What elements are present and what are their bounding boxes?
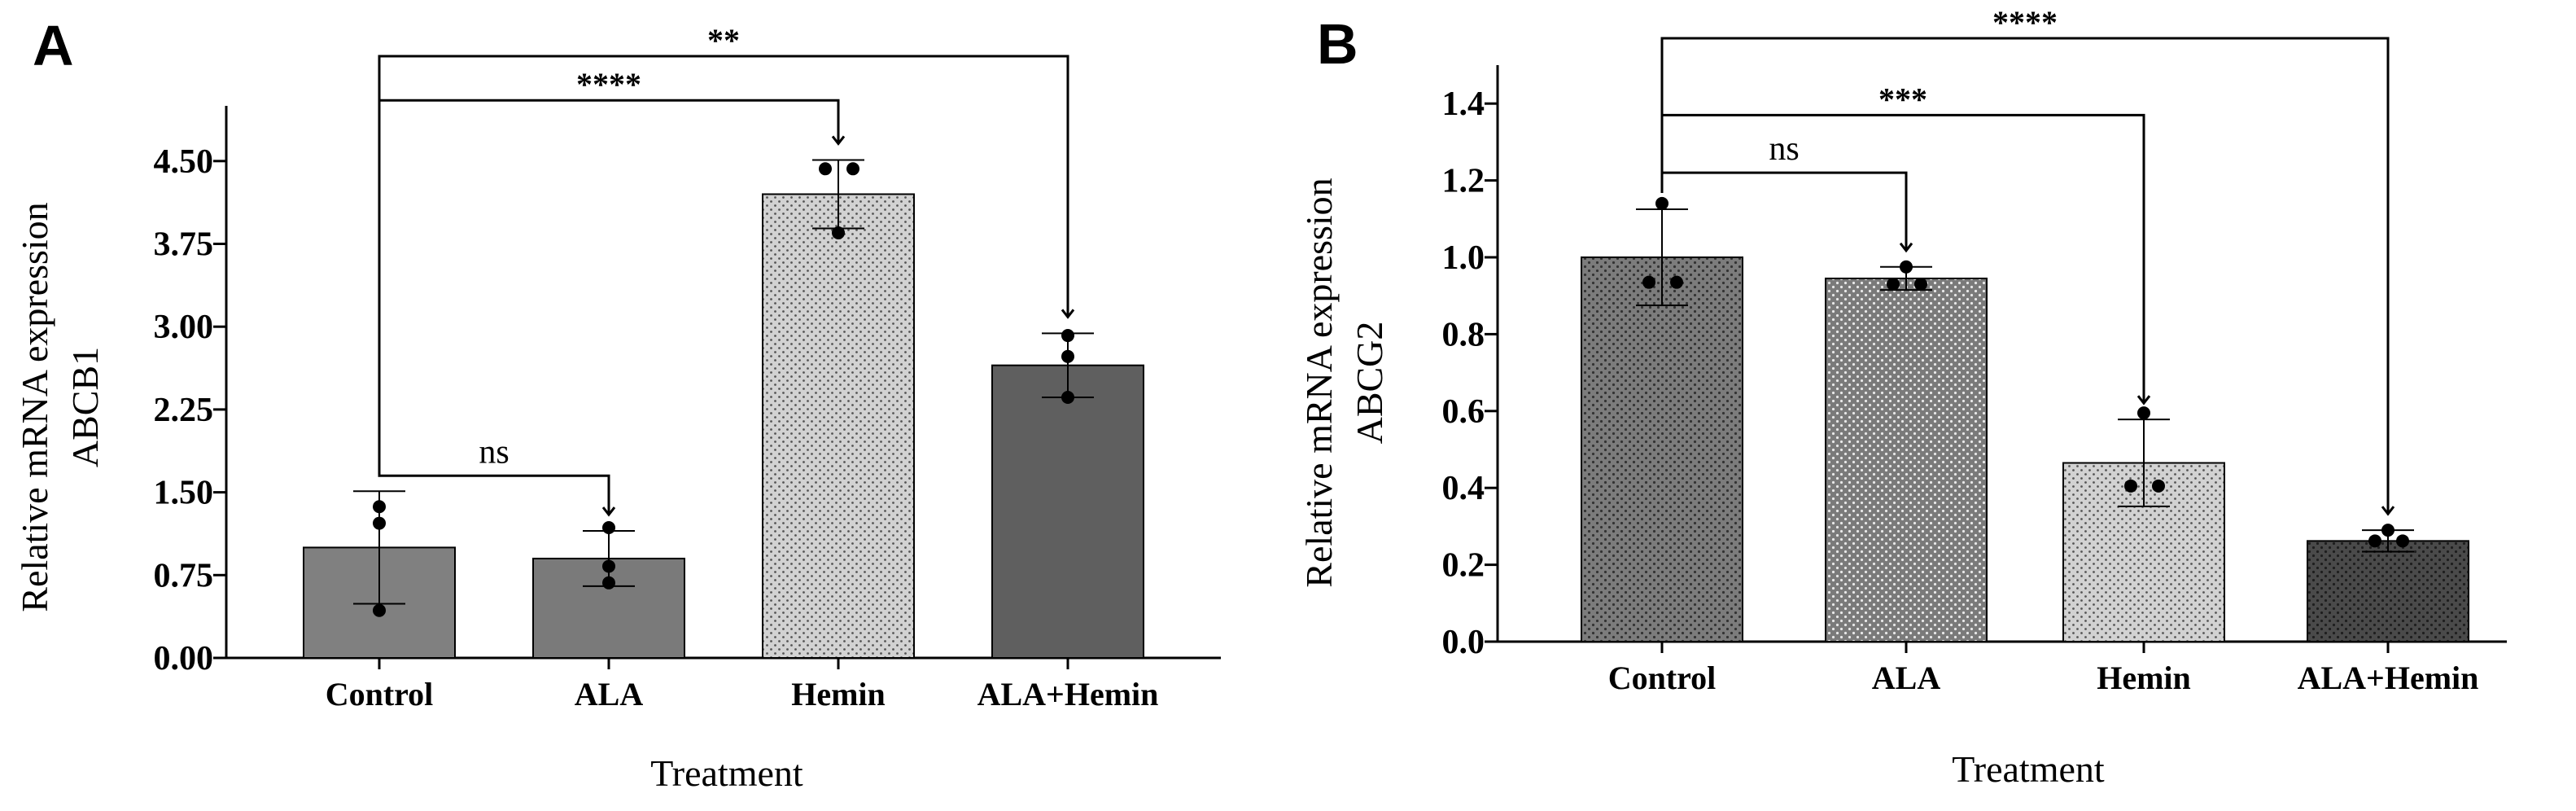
data-point [1655,196,1668,210]
significance-label: **** [576,66,641,103]
x-tick-label: Control [326,676,434,712]
bar-ala-hemin [991,364,1144,659]
bar-ala-hemin [2307,540,2469,642]
significance-label: ** [707,22,740,59]
bracket-arrow [1061,309,1075,319]
y-tick-label: 0.0 [1442,624,1485,661]
data-point [819,162,832,176]
significance-label: **** [1992,4,2058,41]
bar-control [1581,256,1743,642]
significance-label: *** [1878,81,1927,117]
data-point [2368,534,2381,548]
x-tick-label: Hemin [791,676,886,712]
data-point [2396,534,2409,548]
panel-b-letter: B [1317,12,1358,76]
y-tick-label: 0.6 [1442,393,1485,431]
data-point [1642,275,1655,289]
bracket-arrow [601,506,616,517]
y-tick-label: 0.75 [154,557,214,594]
y-tick-label: 1.50 [154,475,214,512]
panel-a-letter: A [33,14,74,77]
significance-label: ns [479,433,509,471]
y-tick-label: 4.50 [154,143,214,181]
panel-a-plot: 0.00 0.75 1.50 2.25 3.00 3.75 4.50 Control ALA He… [154,22,1221,712]
data-point [1061,329,1074,343]
panel-a: A Relative mRNA expression ABCB1 Treatme… [14,14,1221,794]
y-tick-label: 0.8 [1442,316,1485,353]
data-point [373,516,386,530]
panel-b-xlabel: Treatment [1952,748,2105,790]
panel-b-ylabel-gene: ABCG2 [1349,322,1390,445]
data-point [1670,275,1683,289]
data-point [832,226,845,239]
panel-b-plot: 0.0 0.2 0.4 0.6 0.8 1.0 1.2 1.4 Control ALA Hemin A… [1442,4,2507,696]
bar-ala [1825,277,1988,642]
data-point [1900,260,1913,274]
panel-b: B Relative mRNA expression ABCG2 Treatme… [1298,4,2507,790]
significance-label: ns [1769,130,1799,168]
bar-hemin [762,193,915,660]
data-point [602,520,615,534]
y-tick-label: 1.0 [1442,239,1485,277]
data-point [846,162,859,176]
data-point [1061,349,1074,363]
bracket-arrow [2136,395,2151,406]
significance-bracket [1660,171,1908,251]
data-point [602,559,615,573]
significance-bracket [378,474,610,515]
y-tick-label: 1.2 [1442,163,1485,200]
bracket-arrow [2381,506,2395,516]
significance-bracket [1660,37,2390,515]
bracket-arrow [1899,242,1913,253]
x-tick-label: ALA+Hemin [2298,660,2479,696]
data-point [1887,278,1900,292]
x-tick-label: ALA+Hemin [977,676,1159,712]
significance-bracket [378,55,1069,476]
data-point [2137,406,2150,420]
data-point [373,500,386,514]
y-tick-label: 3.00 [154,309,214,346]
data-point [1914,278,1927,292]
panel-b-ylabel: Relative mRNA expression [1298,178,1340,587]
x-tick-label: ALA [575,676,644,712]
y-tick-label: 3.75 [154,226,214,264]
bracket-arrow [831,135,846,146]
data-point [2124,479,2137,493]
x-tick-label: ALA [1872,660,1941,696]
x-tick-label: Control [1608,660,1717,696]
data-point [1061,390,1074,404]
panel-a-ylabel: Relative mRNA expression [14,202,55,612]
x-tick-label: Hemin [2097,660,2191,696]
data-point [373,603,386,617]
panel-a-xlabel: Treatment [650,752,803,794]
data-point [602,576,615,590]
y-tick-label: 2.25 [154,392,214,429]
y-tick-label: 0.00 [154,640,214,677]
panel-a-ylabel-gene: ABCB1 [64,347,106,467]
data-point [2152,479,2165,493]
data-point [2381,524,2394,537]
y-tick-label: 0.4 [1442,470,1485,507]
y-tick-label: 1.4 [1442,85,1485,123]
y-tick-label: 0.2 [1442,547,1485,585]
